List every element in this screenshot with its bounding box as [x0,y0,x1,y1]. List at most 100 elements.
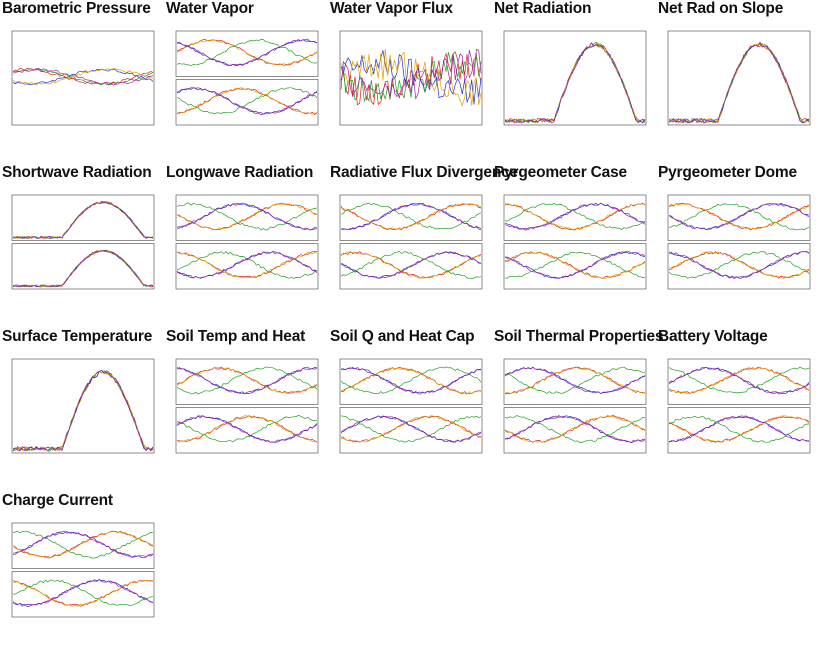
thumbnail-plot[interactable] [330,17,486,135]
thumbnail-cell[interactable]: Shortwave Radiation [0,164,164,328]
thumbnail-plot[interactable] [166,345,322,463]
plot-svg [175,358,319,454]
thumbnail-title[interactable]: Longwave Radiation [166,164,314,181]
series-line [504,42,646,124]
thumbnail-plot[interactable] [166,17,322,135]
series-line [668,366,810,394]
series-line [340,202,482,231]
thumbnail-cell[interactable]: Water Vapor [164,0,328,164]
thumbnail-title[interactable]: Pyrgeometer Dome [658,164,797,181]
thumbnail-plot[interactable] [2,17,158,135]
thumbnail-plot[interactable] [330,345,486,463]
thumbnail-plot[interactable] [658,345,814,463]
series-line [176,39,318,66]
plot-frame [11,571,155,618]
series-line [668,415,810,443]
series-line [12,200,154,239]
series-line [176,39,318,67]
series-line [504,202,646,231]
thumbnail-title[interactable]: Net Rad on Slope [658,0,784,17]
plot-frame [667,30,811,126]
thumbnail-cell[interactable]: Radiative Flux Divergence [328,164,518,328]
series-line [177,251,318,278]
thumbnail-title[interactable]: Surface Temperature [2,328,153,345]
series-line [504,251,646,279]
series-line [12,530,154,559]
series-line [176,415,318,443]
thumbnail-plot[interactable] [658,17,814,135]
thumbnail-title[interactable]: Soil Thermal Properties [494,328,664,345]
thumbnail-plot[interactable] [658,181,814,299]
thumbnail-plot[interactable] [166,181,322,299]
plot-svg [503,30,647,126]
thumbnail-plot[interactable] [2,181,158,299]
series-line [504,415,646,443]
plot-frame [175,79,319,126]
thumbnail-cell[interactable]: Soil Q and Heat Cap [328,328,492,492]
thumbnail-cell[interactable]: Surface Temperature [0,328,164,492]
thumbnail-plot[interactable] [2,345,158,463]
series-line [12,370,154,452]
series-line [176,415,318,443]
series-line [504,251,646,279]
series-line [176,87,318,115]
thumbnail-cell[interactable]: Soil Temp and Heat [164,328,328,492]
series-line [668,41,810,124]
thumbnail-title[interactable]: Soil Temp and Heat [166,328,306,345]
plot-frame [175,194,319,241]
thumbnail-plot[interactable] [494,181,650,299]
series-line [504,415,646,444]
series-line [504,366,646,394]
thumbnail-cell[interactable]: Charge Current [0,492,164,656]
thumbnail-cell[interactable]: Longwave Radiation [164,164,328,328]
series-line [12,579,154,606]
thumbnail-title[interactable]: Net Radiation [494,0,592,17]
thumbnail-title[interactable]: Water Vapor [166,0,254,17]
plot-frame [11,522,155,569]
thumbnail-title[interactable]: Soil Q and Heat Cap [330,328,475,345]
series-line [504,202,646,231]
series-line [12,370,154,452]
thumbnail-plot[interactable] [494,345,650,463]
series-line [176,202,318,231]
series-line [340,415,482,443]
series-line [340,48,482,107]
thumbnail-title[interactable]: Battery Voltage [658,328,768,345]
thumbnail-title[interactable]: Water Vapor Flux [330,0,453,17]
thumbnail-cell[interactable]: Barometric Pressure [0,0,164,164]
series-line [176,367,318,394]
thumbnail-cell[interactable]: Water Vapor Flux [328,0,492,164]
thumbnail-cell[interactable]: Pyrgeometer Case [492,164,656,328]
thumbnail-title[interactable]: Pyrgeometer Case [494,164,627,181]
series-line [668,366,809,395]
series-line [340,250,482,279]
thumbnail-plot[interactable] [494,17,650,135]
thumbnail-cell[interactable]: Net Rad on Slope [656,0,820,164]
thumbnail-title[interactable]: Shortwave Radiation [2,164,152,181]
series-line [340,202,482,230]
series-line [176,251,318,279]
thumbnail-title[interactable]: Charge Current [2,492,113,509]
plot-frame [11,243,155,290]
series-line [340,50,482,105]
plot-frame [175,30,319,77]
series-line [12,530,154,559]
plot-svg [175,194,319,290]
thumbnail-cell[interactable]: Net Radiation [492,0,656,164]
series-line [341,367,482,395]
thumbnail-title[interactable]: Barometric Pressure [2,0,151,17]
plot-svg [503,194,647,290]
thumbnail-plot[interactable] [330,181,486,299]
thumbnail-title[interactable]: Radiative Flux Divergence [330,164,518,181]
series-line [668,203,810,230]
thumbnail-plot[interactable] [2,509,158,627]
series-line [176,87,318,115]
series-line [176,203,318,231]
thumbnail-cell[interactable]: Pyrgeometer Dome [656,164,820,328]
plot-frame [11,194,155,241]
series-line [340,415,482,443]
series-line [176,203,318,231]
plot-svg [339,30,483,126]
thumbnail-cell[interactable]: Soil Thermal Properties [492,328,664,492]
thumbnail-cell[interactable]: Battery Voltage [656,328,820,492]
